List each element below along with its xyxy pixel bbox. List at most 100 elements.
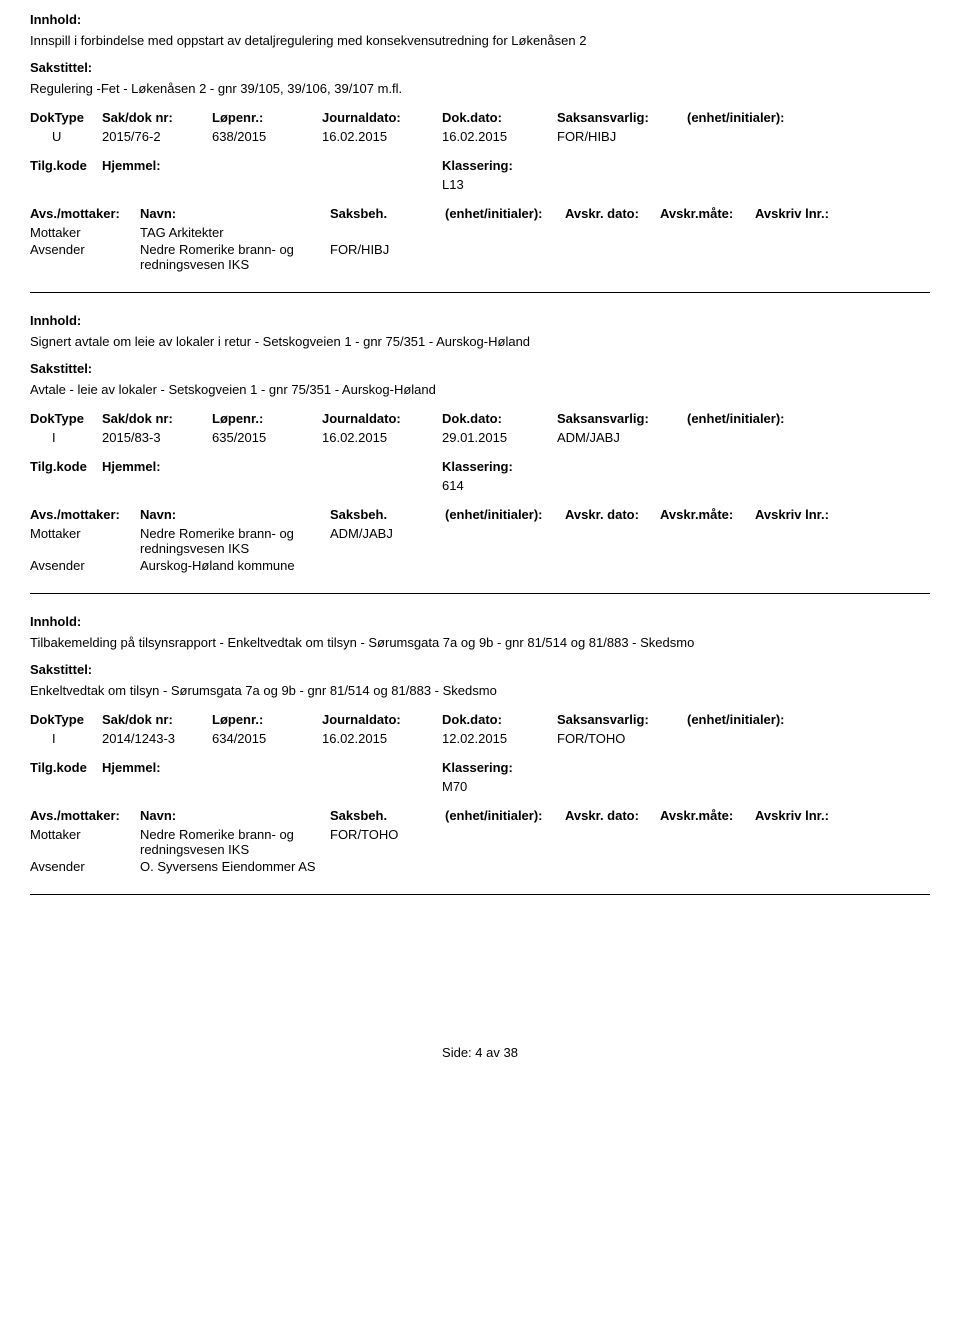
sakstittel-label: Sakstittel: [30,662,930,677]
party-name: Aurskog-Høland kommune [140,558,330,573]
party-name: Nedre Romerike brann- og redningsvesen I… [140,827,330,857]
klassering-row: 614 [30,478,930,493]
party-row: MottakerTAG Arkitekter [30,225,930,240]
footer-sep: av [483,1045,504,1060]
journal-record: Innhold: Tilbakemelding på tilsynsrapport… [30,614,930,895]
klassering-value: 614 [442,478,930,493]
lopenr-value: 638/2015 [212,129,322,144]
avskrlnr-label: Avskriv lnr.: [755,507,845,522]
tilgkode-label: Tilg.kode [30,459,102,474]
klassering-label: Klassering: [442,459,930,474]
saksansvarlig-label: Saksansvarlig: [557,411,687,426]
party-role: Mottaker [30,827,140,842]
sakstittel-text: Enkeltvedtak om tilsyn - Sørumsgata 7a o… [30,683,930,698]
metadata-row: I2014/1243-3634/201516.02.201512.02.2015… [30,731,930,746]
klassering-row: L13 [30,177,930,192]
party-role: Avsender [30,859,140,874]
dokdato-value: 29.01.2015 [442,430,557,445]
party-row: MottakerNedre Romerike brann- og redning… [30,526,930,556]
footer-current: 4 [475,1045,482,1060]
sakdoknr-value: 2015/76-2 [102,129,212,144]
party-role: Mottaker [30,526,140,541]
sakdoknr-label: Sak/dok nr: [102,411,212,426]
footer-total: 38 [503,1045,517,1060]
enhet-label: (enhet/initialer): [687,411,847,426]
lopenr-label: Løpenr.: [212,110,322,125]
record-divider [30,593,930,594]
journaldato-label: Journaldato: [322,411,442,426]
parties-list: MottakerNedre Romerike brann- og redning… [30,827,930,874]
innhold-text: Signert avtale om leie av lokaler i retu… [30,334,930,349]
dokdato-value: 12.02.2015 [442,731,557,746]
dokdato-label: Dok.dato: [442,712,557,727]
dokdato-value: 16.02.2015 [442,129,557,144]
doktype-value: I [52,731,102,746]
sakstittel-label: Sakstittel: [30,361,930,376]
indent [30,430,52,445]
party-role: Avsender [30,558,140,573]
saksansvarlig-value: ADM/JABJ [557,430,687,445]
parties-list: MottakerTAG ArkitekterAvsenderNedre Rome… [30,225,930,272]
innhold-label: Innhold: [30,614,930,629]
indent [30,731,52,746]
party-saksbeh: ADM/JABJ [330,526,445,541]
party-saksbeh: FOR/HIBJ [330,242,445,257]
dokdato-label: Dok.dato: [442,411,557,426]
tilgkode-value [30,478,102,493]
metadata-row: U2015/76-2638/201516.02.201516.02.2015FO… [30,129,930,144]
journaldato-label: Journaldato: [322,712,442,727]
metadata-row: I2015/83-3635/201516.02.201529.01.2015AD… [30,430,930,445]
party-row: AvsenderO. Syversens Eiendommer AS [30,859,930,874]
saksansvarlig-label: Saksansvarlig: [557,110,687,125]
navn-label: Navn: [140,808,330,823]
saksbeh-label: Saksbeh. [330,507,445,522]
lopenr-label: Løpenr.: [212,411,322,426]
party-role: Avsender [30,242,140,257]
sakdoknr-value: 2014/1243-3 [102,731,212,746]
klassering-label: Klassering: [442,158,930,173]
parties-header: Avs./mottaker:Navn:Saksbeh.(enhet/initia… [30,808,930,823]
journal-record: Innhold:Innspill i forbindelse med oppst… [30,12,930,293]
record-divider [30,894,930,895]
party-name: TAG Arkitekter [140,225,330,240]
journaldato-value: 16.02.2015 [322,129,442,144]
party-name: Nedre Romerike brann- og redningsvesen I… [140,242,330,272]
party-saksbeh: FOR/TOHO [330,827,445,842]
innhold-text: Tilbakemelding på tilsynsrapport - Enkel… [30,635,930,650]
klassering-value: M70 [442,779,930,794]
avskrdato-label: Avskr. dato: [565,808,660,823]
parties-header: Avs./mottaker:Navn:Saksbeh.(enhet/initia… [30,507,930,522]
metadata-header: DokTypeSak/dok nr:Løpenr.:Journaldato:Do… [30,411,930,426]
dokdato-label: Dok.dato: [442,110,557,125]
tilgkode-header: Tilg.kodeHjemmel:Klassering: [30,760,930,775]
tilgkode-label: Tilg.kode [30,760,102,775]
saksbeh-label: Saksbeh. [330,808,445,823]
avskrmote-label: Avskr.måte: [660,507,755,522]
record-divider [30,292,930,293]
party-row: MottakerNedre Romerike brann- og redning… [30,827,930,857]
sakdoknr-label: Sak/dok nr: [102,712,212,727]
lopenr-value: 634/2015 [212,731,322,746]
party-role: Mottaker [30,225,140,240]
innhold-text: Innspill i forbindelse med oppstart av d… [30,33,930,48]
navn-label: Navn: [140,206,330,221]
party-name: Nedre Romerike brann- og redningsvesen I… [140,526,330,556]
sakstittel-label: Sakstittel: [30,60,930,75]
klassering-value: L13 [442,177,930,192]
saksbeh-label: Saksbeh. [330,206,445,221]
tilgkode-value [30,177,102,192]
tilgkode-value [30,779,102,794]
metadata-header: DokTypeSak/dok nr:Løpenr.:Journaldato:Do… [30,712,930,727]
doktype-value: I [52,430,102,445]
page-footer: Side: 4 av 38 [30,1045,930,1060]
hjemmel-label: Hjemmel: [102,158,442,173]
avsmottaker-label: Avs./mottaker: [30,206,140,221]
avskrdato-label: Avskr. dato: [565,206,660,221]
hjemmel-value [102,478,442,493]
sakdoknr-value: 2015/83-3 [102,430,212,445]
klassering-label: Klassering: [442,760,930,775]
lopenr-label: Løpenr.: [212,712,322,727]
klassering-row: M70 [30,779,930,794]
journaldato-label: Journaldato: [322,110,442,125]
indent [30,129,52,144]
